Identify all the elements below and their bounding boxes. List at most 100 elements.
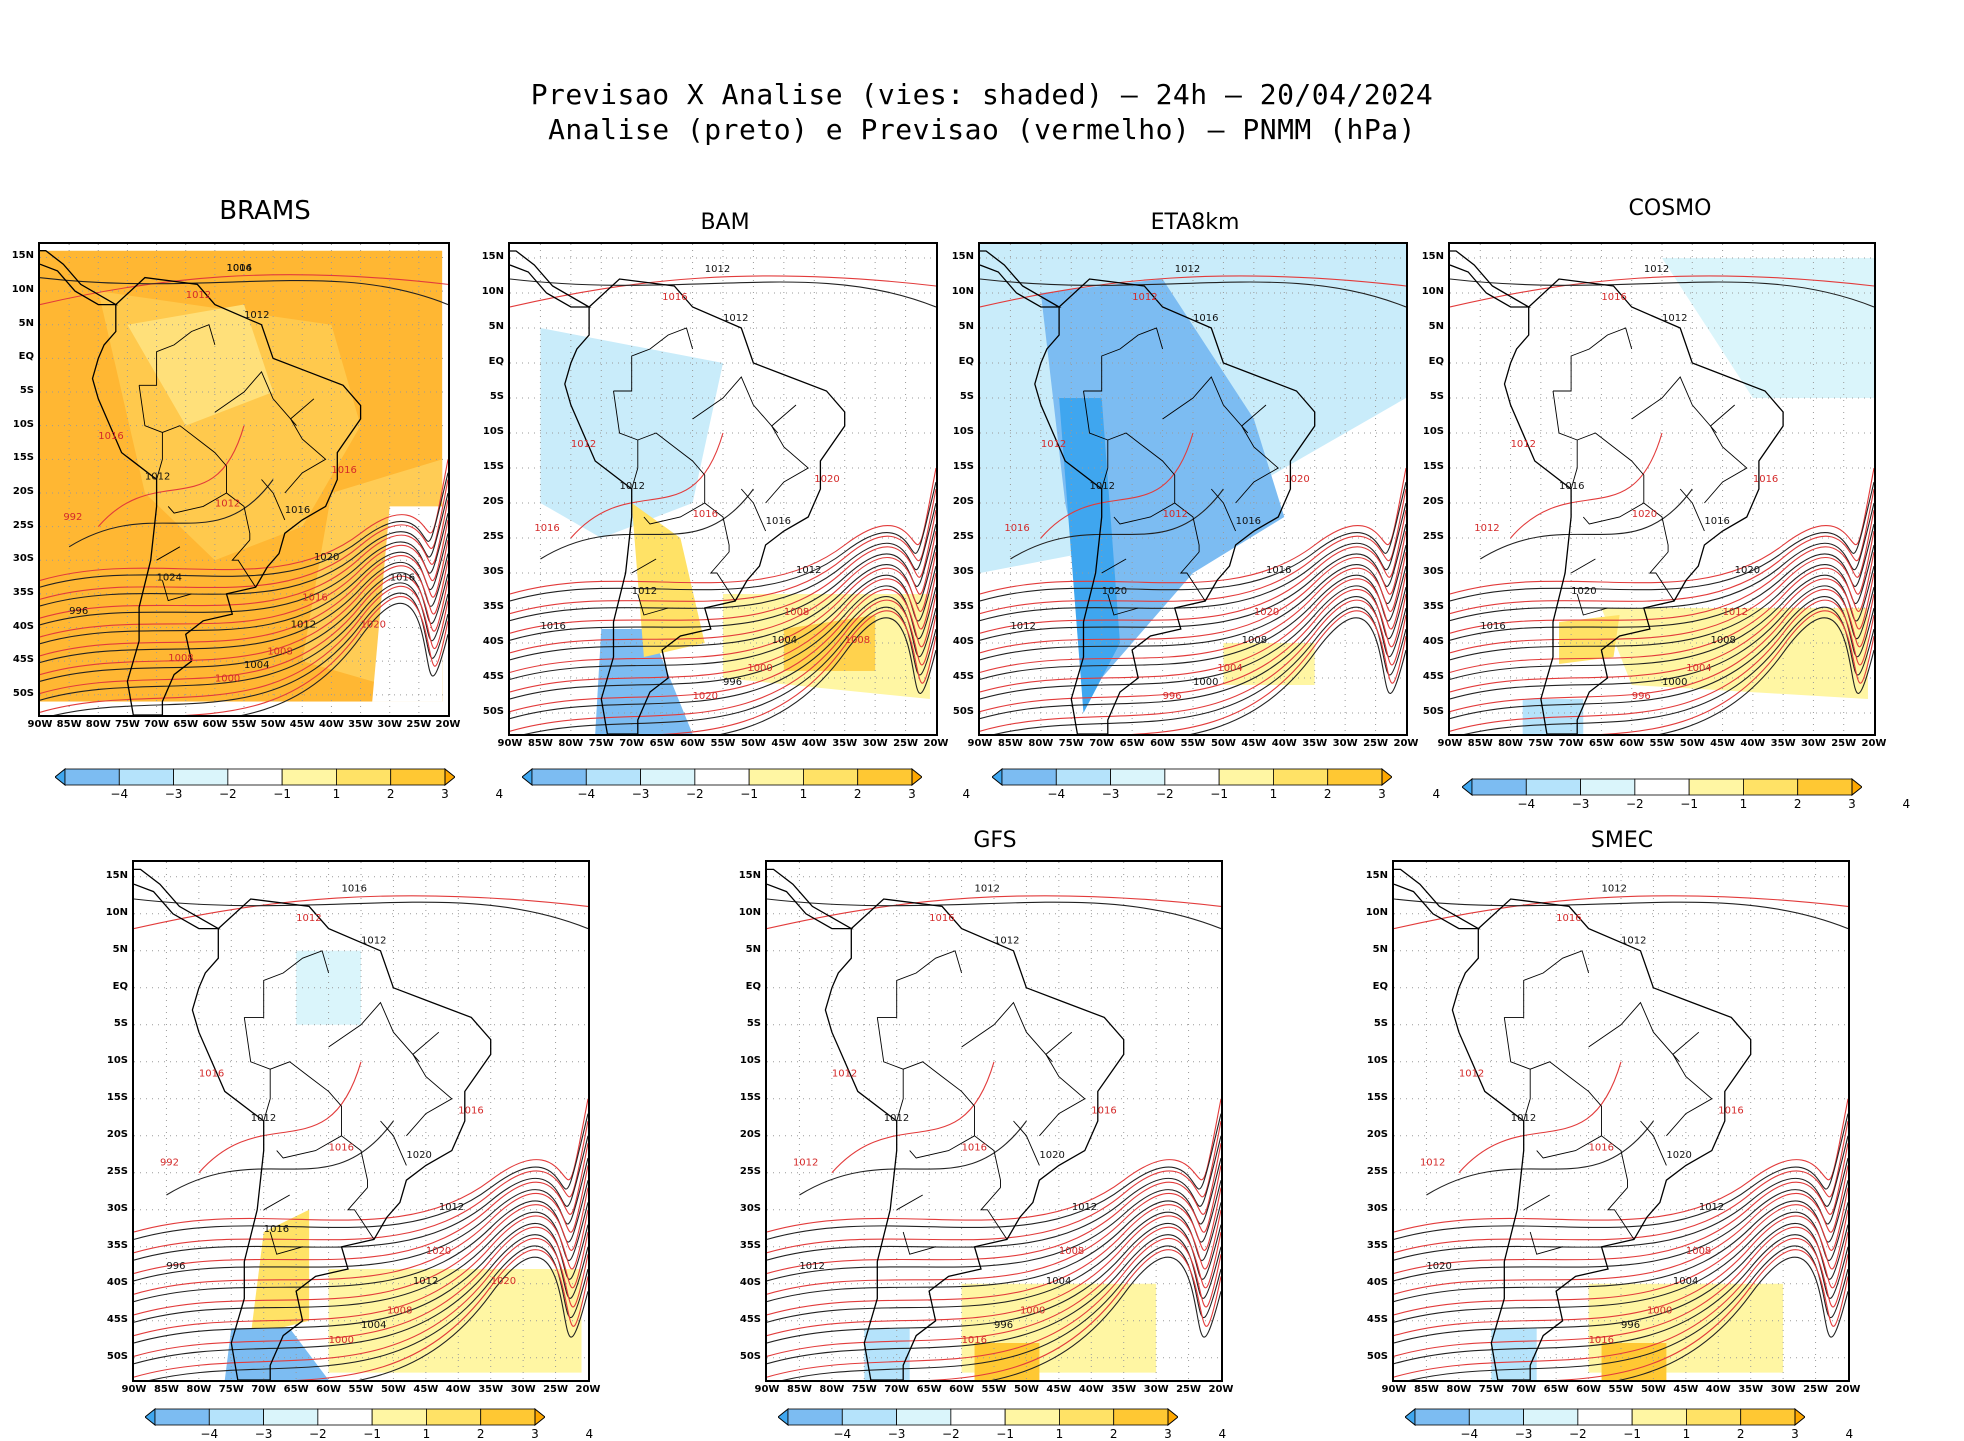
lat-tick-label: 45S [12, 654, 34, 666]
isobar-label: 1020 [1632, 509, 1657, 520]
isobar-label: 1016 [1556, 913, 1581, 924]
colorbar-swatch [1468, 1408, 1524, 1426]
bias-shading [40, 250, 443, 702]
colorbar-label: −4 [833, 1427, 852, 1441]
panel-title: SMEC [1590, 828, 1654, 853]
isobar-label: 1012 [705, 264, 730, 275]
isobar-label: 1016 [1266, 565, 1291, 576]
colorbar-swatch [1059, 1408, 1115, 1426]
isobar-label: 1024 [157, 572, 182, 583]
isobar-label: 1012 [723, 313, 748, 324]
lon-tick-label: 75W [218, 1384, 244, 1395]
isobar-label: 1020 [491, 1276, 516, 1287]
lat-tick-label: 45S [1366, 1313, 1388, 1325]
colorbar-swatch [1471, 778, 1527, 796]
lon-tick-label: 35W [1302, 738, 1328, 749]
lon-tick-label: 85W [1413, 1384, 1439, 1395]
coastline [510, 250, 846, 734]
isobar-label: 1016 [1193, 313, 1218, 324]
colorbar-swatch [1110, 768, 1166, 786]
lat-tick-label: 15N [1421, 251, 1444, 262]
isobar-label: 1012 [1699, 1202, 1724, 1213]
isobar-label: 996 [69, 606, 88, 617]
colorbar-label: −3 [887, 1427, 906, 1441]
colorbar-swatch [640, 768, 696, 786]
coastline [1450, 250, 1784, 734]
lat-tick-label: 5S [959, 391, 974, 402]
isobar-label: 1012 [632, 586, 657, 597]
lon-tick-label: 60W [680, 738, 706, 749]
isobars [1394, 895, 1848, 1380]
colorbar-label: 3 [1378, 787, 1386, 801]
colorbar-label: −2 [685, 787, 704, 801]
colorbar-swatch [1688, 778, 1744, 796]
colorbar-swatch [1218, 768, 1274, 786]
lat-tick-label: 15N [951, 251, 974, 262]
lon-tick-label: 60W [1150, 738, 1176, 749]
lon-tick-label: 40W [1705, 1384, 1731, 1395]
lon-tick-label: 50W [260, 719, 286, 730]
colorbar-label: 2 [476, 1427, 485, 1441]
isobars [40, 274, 448, 715]
colorbar-label: −4 [1517, 797, 1536, 811]
panel-title: BRAMS [219, 196, 311, 226]
lat-tick-label: 35S [1422, 601, 1444, 612]
lon-tick-label: 55W [231, 719, 257, 730]
bias-shading [864, 1283, 1157, 1380]
bias-shading [540, 328, 930, 734]
lon-tick-label: 65W [649, 738, 675, 749]
colorbar-swatch [118, 768, 174, 786]
isobars [134, 895, 588, 1380]
isobar-label: 1004 [244, 660, 269, 671]
lon-tick-label: 90W [121, 1384, 147, 1395]
lon-tick-label: 50W [380, 1384, 406, 1395]
lat-tick-label: 35S [482, 601, 504, 612]
lat-tick-label: EQ [958, 356, 974, 367]
colorbar-label: −2 [1625, 797, 1644, 811]
lat-tick-label: 30S [1366, 1202, 1388, 1214]
lat-tick-label: 40S [952, 636, 974, 647]
lat-tick-label: 50S [482, 706, 504, 717]
isobar-label: 1016 [98, 431, 123, 442]
isobar-labels: 1012 1016 1012 1012 1012 1016 1020 1016 1012 1008… [793, 884, 1117, 1346]
isobar-label: 1012 [796, 565, 821, 576]
lon-tick-label: 50W [1640, 1384, 1666, 1395]
bias-shading [1491, 1283, 1784, 1380]
isobar-label: 1012 [1041, 439, 1066, 450]
isobar-label: 1016 [1704, 516, 1729, 527]
isobar-label: 1016 [331, 465, 356, 476]
lat-tick-label: 15N [1365, 869, 1388, 881]
map-frame: 1012 1016 1012 1012 1016 1020 1016 1016 1020 1012… [1448, 242, 1876, 736]
isobar-labels: 1016 1012 1012 1016 1012 1016 1020 1016 1012 1020… [160, 884, 516, 1346]
colorbar-label: 1 [1739, 797, 1748, 811]
isobar-label: 996 [166, 1261, 185, 1272]
colorbar-label: −1 [363, 1427, 381, 1441]
lon-tick-label: 40W [1740, 738, 1766, 749]
colorbar-label: −3 [164, 787, 183, 801]
lat-tick-label: 15S [1422, 461, 1444, 472]
lon-tick-label: 55W [1180, 738, 1206, 749]
lat-tick-label: 10S [482, 426, 504, 437]
lon-tick-label: 75W [851, 1384, 877, 1395]
lon-tick-label: 70W [251, 1384, 277, 1395]
colorbar-swatch [531, 768, 587, 786]
colorbar-label: −3 [631, 787, 650, 801]
lat-tick-label: 10S [12, 418, 34, 430]
lat-tick-label: 10N [1365, 906, 1388, 918]
isobar-label: 1008 [1686, 1246, 1711, 1257]
map-frame: 1016 1012 1012 1016 1012 1012 1016 1016 1020 1016… [38, 242, 450, 717]
colorbar-swatch [1634, 778, 1690, 796]
lon-tick-label: 20W [1208, 1384, 1234, 1395]
isobar-label: 1016 [302, 593, 327, 604]
figure-title-line-1: Previsao X Analise (vies: shaded) – 24h … [530, 78, 1434, 111]
lon-tick-label: 55W [981, 1384, 1007, 1395]
colorbar-label: −1 [1680, 797, 1698, 811]
lon-tick-label: 60W [1576, 1384, 1602, 1395]
isobar-labels: 1012 1016 1012 1012 1012 1016 1016 1020 1012 1008… [534, 264, 870, 702]
isobars [1450, 275, 1874, 734]
colorbar-label: 3 [441, 787, 449, 801]
isobar-label: 1020 [406, 1150, 431, 1161]
lat-tick-label: 25S [1422, 531, 1444, 542]
lat-tick-label: EQ [18, 351, 34, 363]
lon-tick-label: 90W [497, 738, 523, 749]
